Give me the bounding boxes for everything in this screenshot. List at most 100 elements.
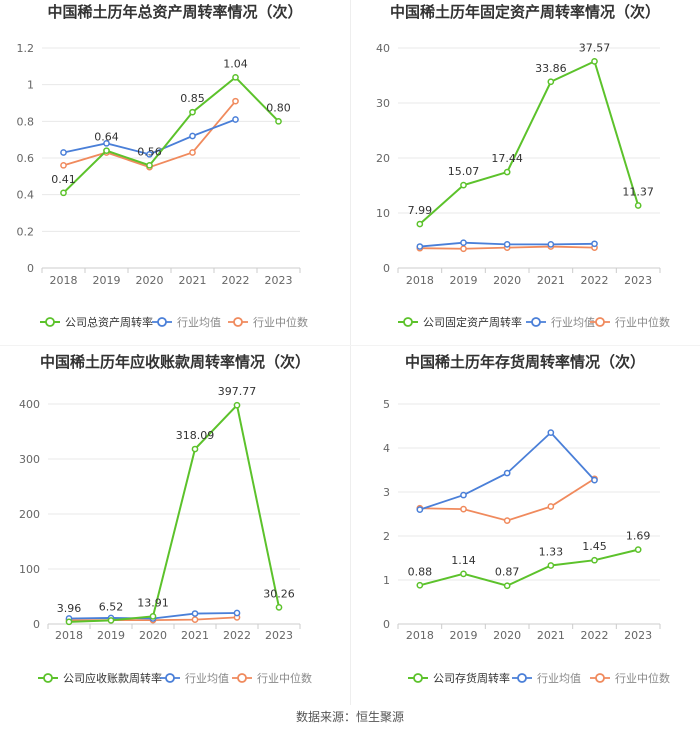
data-label: 1.69	[626, 530, 651, 543]
data-point-company[interactable]	[232, 73, 239, 81]
series-line-company	[419, 548, 639, 587]
y-tick-label: 400	[19, 398, 40, 411]
legend-label: 行业均值	[551, 316, 595, 329]
data-point-median[interactable]	[460, 245, 467, 253]
data-point-company[interactable]	[233, 401, 241, 409]
legend-label: 行业中位数	[615, 315, 670, 329]
legend-item-median[interactable]: 行业中位数	[590, 315, 670, 329]
legend-item-median[interactable]: 行业中位数	[590, 671, 670, 685]
data-label: 1.33	[539, 545, 564, 558]
legend-item-median[interactable]: 行业中位数	[232, 671, 312, 685]
legend-item-company[interactable]: 公司存货周转率	[408, 671, 510, 685]
data-point-company[interactable]	[634, 546, 642, 553]
data-label: 15.07	[448, 165, 480, 178]
legend-label: 行业均值	[185, 672, 229, 685]
data-point-company[interactable]	[275, 117, 282, 125]
x-tick-label: 2022	[581, 274, 609, 287]
chart-inventory-turnover: 中国稀土历年存货周转率情况（次） 0 1 2 3 4 5 2018 2019 2020 2021 20…	[350, 352, 700, 705]
data-point-avg[interactable]	[60, 149, 67, 156]
data-point-median[interactable]	[189, 149, 196, 156]
legend-item-avg[interactable]: 行业均值	[160, 672, 229, 685]
data-point-avg[interactable]	[103, 139, 110, 147]
x-tick-label: 2021	[537, 629, 565, 642]
chart-fixed-asset-turnover: 中国稀土历年固定资产周转率情况（次） 0 10 20 30 40 2018 2019 2020 2…	[350, 0, 700, 345]
y-tick-label: 30	[376, 97, 390, 110]
data-point-avg[interactable]	[416, 243, 424, 250]
data-point-avg[interactable]	[191, 610, 199, 617]
data-point-avg[interactable]	[189, 132, 196, 140]
data-point-avg[interactable]	[547, 429, 555, 436]
legend-label: 行业中位数	[257, 671, 312, 685]
y-tick-label: 4	[383, 442, 390, 455]
legend-marker-avg	[165, 673, 175, 683]
data-point-company[interactable]	[65, 618, 73, 626]
data-point-company[interactable]	[591, 556, 598, 564]
data-point-avg[interactable]	[146, 150, 153, 158]
data-point-company[interactable]	[149, 612, 157, 620]
data-point-median[interactable]	[547, 503, 555, 510]
legend-item-avg[interactable]: 行业均值	[526, 316, 595, 329]
data-point-company[interactable]	[547, 78, 555, 86]
legend-item-avg[interactable]: 行业均值	[152, 316, 221, 329]
x-tick-label: 2019	[450, 629, 478, 642]
data-point-avg[interactable]	[233, 609, 241, 617]
data-point-company[interactable]	[103, 147, 110, 155]
data-point-company[interactable]	[547, 562, 555, 569]
data-point-avg[interactable]	[460, 491, 467, 499]
data-point-median[interactable]	[503, 517, 511, 524]
data-point-avg[interactable]	[547, 241, 555, 248]
data-point-company[interactable]	[416, 220, 424, 228]
data-point-avg[interactable]	[591, 476, 598, 484]
data-point-median[interactable]	[460, 505, 467, 513]
legend-item-company[interactable]: 公司应收账款周转率	[38, 671, 162, 685]
data-point-company[interactable]	[460, 181, 467, 189]
data-point-company[interactable]	[275, 604, 283, 611]
data-point-avg[interactable]	[503, 241, 511, 248]
data-point-company[interactable]	[189, 108, 196, 116]
x-tick-label: 2018	[55, 629, 83, 642]
legend-item-company[interactable]: 公司总资产周转率	[40, 315, 153, 329]
y-tick-label: 200	[19, 508, 40, 521]
legend-label: 公司固定资产周转率	[423, 315, 522, 329]
data-label: 11.37	[622, 185, 654, 198]
y-tick-label: 0.6	[17, 152, 35, 165]
data-point-median[interactable]	[191, 616, 199, 623]
x-tick-label: 2020	[493, 629, 521, 642]
data-point-median[interactable]	[232, 97, 239, 105]
data-point-avg[interactable]	[416, 506, 424, 513]
data-point-company[interactable]	[503, 582, 511, 590]
x-tick-label: 2018	[406, 629, 434, 642]
chart-title: 中国稀土历年存货周转率情况（次）	[405, 353, 645, 371]
data-label: 7.99	[408, 204, 433, 217]
legend-item-avg[interactable]: 行业均值	[512, 672, 581, 685]
data-point-company[interactable]	[634, 202, 642, 209]
legend-label: 公司存货周转率	[433, 671, 510, 685]
data-point-company[interactable]	[591, 58, 598, 65]
data-point-company[interactable]	[191, 445, 199, 453]
y-tick-label: 0	[33, 618, 40, 631]
y-tick-label: 0.2	[17, 225, 35, 238]
legend-marker-company	[413, 673, 423, 683]
data-point-median[interactable]	[60, 161, 67, 169]
data-point-avg[interactable]	[591, 240, 598, 248]
y-tick-label: 0.4	[17, 189, 35, 202]
series-line-company	[68, 403, 280, 623]
data-label: 397.77	[218, 385, 257, 398]
data-point-avg[interactable]	[232, 116, 239, 123]
data-point-company[interactable]	[503, 168, 511, 176]
x-tick-label: 2020	[139, 629, 167, 642]
x-tick-label: 2019	[97, 629, 125, 642]
legend-item-company[interactable]: 公司固定资产周转率	[398, 315, 522, 329]
data-label: 0.41	[51, 173, 76, 186]
data-point-company[interactable]	[146, 161, 153, 169]
y-tick-label: 1	[383, 574, 390, 587]
data-point-company[interactable]	[107, 617, 115, 624]
y-tick-label: 300	[19, 453, 40, 466]
data-point-company[interactable]	[416, 581, 424, 589]
data-point-avg[interactable]	[460, 239, 467, 247]
data-point-company[interactable]	[60, 189, 67, 197]
data-point-company[interactable]	[460, 570, 467, 578]
chart-title: 中国稀土历年固定资产周转率情况（次）	[390, 3, 660, 21]
data-point-avg[interactable]	[503, 469, 511, 477]
legend-item-median[interactable]: 行业中位数	[228, 315, 308, 329]
